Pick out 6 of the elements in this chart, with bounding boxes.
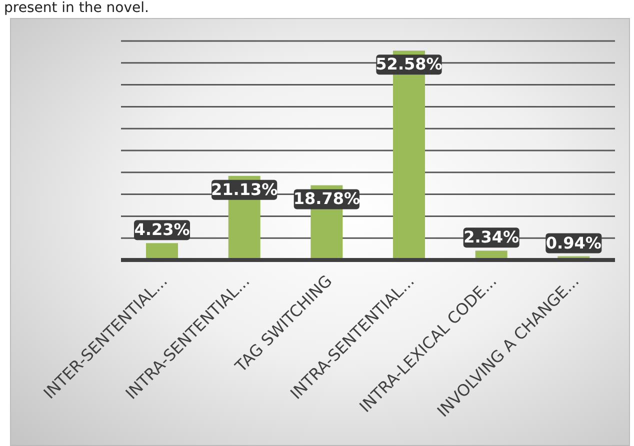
data-label: 18.78% bbox=[293, 189, 360, 208]
data-label: 52.58% bbox=[376, 54, 442, 74]
text: present in the novel. bbox=[4, 0, 149, 16]
data-label: 4.23% bbox=[134, 220, 190, 240]
data-label: 2.34% bbox=[464, 228, 520, 247]
data-label: 0.94% bbox=[546, 233, 602, 252]
